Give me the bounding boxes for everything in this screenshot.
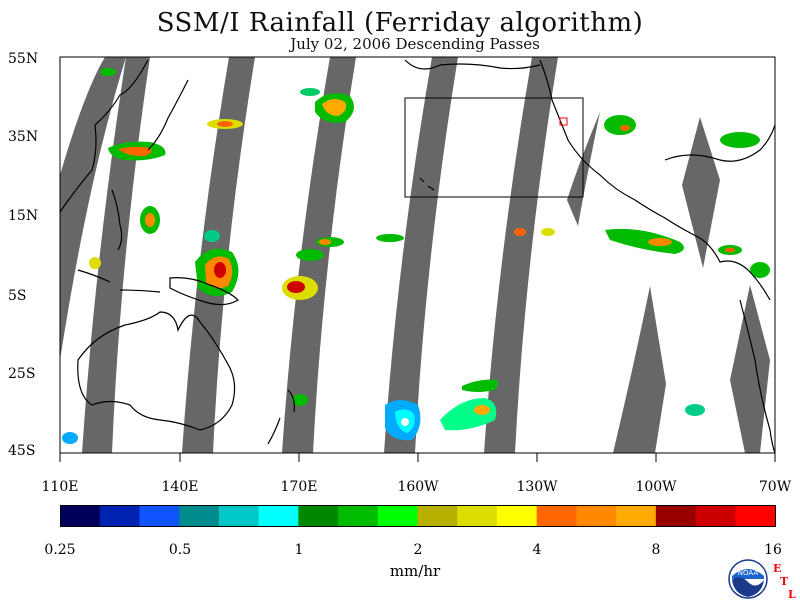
rain-area (292, 394, 308, 406)
rain-area (100, 68, 116, 76)
color-scale-bar (60, 505, 776, 527)
rain-area (376, 234, 404, 242)
scale-tick-label: 1 (294, 542, 304, 558)
scale-tick-label: 0.25 (44, 542, 76, 558)
color-scale-swatch (139, 505, 180, 526)
color-scale-swatch (298, 505, 339, 526)
rain-area (322, 98, 347, 116)
lat-label: 55N (8, 51, 39, 67)
lat-label: 45S (8, 443, 36, 459)
map-subtitle: July 02, 2006 Descending Passes (290, 35, 540, 53)
color-scale-swatch (616, 505, 657, 526)
coastline-gulf (664, 124, 775, 162)
rain-area (725, 247, 735, 253)
rain-area (514, 228, 526, 236)
rain-area (319, 239, 331, 245)
axis-ticks (59, 453, 776, 462)
swath-gap (730, 285, 770, 453)
rain-area (217, 121, 233, 127)
coastline-south-america (739, 299, 775, 453)
logo-agency-text: NOAA (738, 569, 759, 577)
color-scale-swatch (417, 505, 458, 526)
color-scale-frame (60, 505, 776, 527)
scale-tick-label: 8 (651, 542, 661, 558)
coastline-philippines (111, 189, 123, 251)
lat-label: 25S (8, 366, 36, 382)
color-scale-swatch (655, 505, 697, 526)
color-scale-swatch (735, 505, 776, 526)
lat-label: 5S (8, 288, 27, 304)
color-scale-swatch (179, 505, 220, 526)
rain-area (204, 230, 220, 242)
rain-area (287, 281, 305, 293)
color-scale-swatch (258, 505, 299, 526)
map-plot-area (60, 57, 775, 453)
logo-letter-e: E (773, 562, 781, 575)
map-title: SSM/I Rainfall (Ferriday algorithm) (156, 8, 644, 38)
color-scale-swatch (695, 505, 736, 526)
color-scale-swatch (536, 505, 577, 526)
coastline-indonesia (77, 269, 161, 293)
rain-area (300, 88, 320, 96)
color-scale-swatch (338, 505, 379, 526)
rain-area (62, 432, 78, 444)
coastline-japan (147, 79, 189, 151)
scale-tick-label: 16 (764, 542, 782, 558)
color-scale-swatch (99, 505, 141, 526)
swath-gap (384, 57, 458, 453)
lon-label: 140E (161, 479, 199, 495)
rain-area (401, 418, 409, 426)
rain-area (118, 146, 152, 157)
location-marker (559, 117, 568, 126)
rain-area (750, 262, 770, 278)
coastline-hawaii (419, 177, 435, 191)
color-scale-swatch (457, 505, 498, 526)
rain-area (541, 228, 555, 236)
rain-area (89, 257, 101, 269)
color-scale-swatch (496, 505, 538, 526)
lat-label: 15N (8, 208, 39, 224)
coastline-alaska (404, 59, 541, 70)
units-label: mm/hr (389, 562, 441, 580)
color-scale-swatch (377, 505, 419, 526)
lon-label: 160W (397, 479, 439, 495)
coastline-asia (60, 59, 149, 213)
rain-area (145, 213, 155, 227)
lon-label: 70W (758, 479, 792, 495)
rain-area (620, 125, 630, 131)
coastline-new-guinea (169, 277, 239, 306)
scale-tick-label: 0.5 (168, 542, 192, 558)
scale-tick-label: 4 (532, 542, 542, 558)
rain-area (604, 115, 636, 135)
swath-gap (60, 57, 126, 360)
logo-letter-l: L (788, 588, 796, 600)
rain-area (462, 379, 498, 392)
lon-label: 110E (41, 479, 79, 495)
color-scale-swatch (576, 505, 617, 526)
logo-letter-t: T (780, 575, 789, 588)
rain-area (605, 228, 684, 254)
color-scale-swatch (218, 505, 260, 526)
lat-label: 35N (8, 129, 39, 145)
rain-areas (62, 68, 770, 444)
color-scale-swatch (60, 505, 101, 526)
rain-area (720, 132, 760, 148)
coastline-australia (77, 311, 236, 431)
lon-label: 170E (280, 479, 318, 495)
coastline-new-zealand (267, 389, 295, 445)
scale-tick-label: 2 (413, 542, 423, 558)
swath-gap (613, 286, 666, 453)
region-box (404, 97, 584, 198)
rain-area (648, 238, 672, 246)
rain-area (296, 249, 324, 261)
swath-gap (484, 57, 558, 453)
rain-area (474, 405, 490, 415)
lon-label: 130W (516, 479, 558, 495)
lon-label: 100W (635, 479, 677, 495)
rain-area (214, 262, 226, 278)
noaa-logo-icon: NOAA E T L (728, 559, 796, 600)
rain-area (685, 404, 705, 416)
